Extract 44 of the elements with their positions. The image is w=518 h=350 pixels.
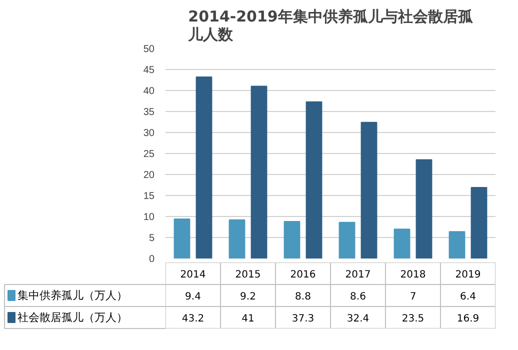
x-tick-label: 2014 [180, 270, 206, 280]
data-label: 37.3 [292, 314, 314, 324]
y-tick-label: 35 [143, 107, 155, 118]
y-tick-label: 20 [143, 170, 155, 181]
bar [338, 222, 356, 258]
data-label: 8.6 [350, 292, 366, 302]
legend-label: 集中供养孤儿（万人） [18, 289, 128, 302]
bar [448, 231, 466, 258]
chart-title: 2014-2019年集中供养孤儿与社会散居孤儿人数 [187, 8, 474, 44]
x-tick-label: 2016 [290, 270, 316, 280]
bar [284, 221, 300, 258]
bar [306, 101, 322, 258]
data-label: 9.2 [240, 292, 256, 302]
data-label: 7 [410, 292, 416, 302]
bar [394, 228, 410, 258]
y-tick-label: 5 [148, 233, 155, 244]
y-tick-label: 40 [143, 86, 155, 97]
y-tick-label: 15 [143, 191, 155, 202]
y-tick-label: 45 [143, 65, 155, 76]
bar [174, 218, 190, 258]
data-label: 43.2 [182, 314, 204, 324]
data-label: 9.4 [185, 292, 201, 302]
bar [416, 159, 432, 258]
bar [250, 86, 268, 258]
x-tick-label: 2018 [400, 270, 426, 280]
bar [470, 187, 488, 258]
x-tick-label: 2017 [345, 270, 371, 280]
bar [360, 122, 378, 258]
y-tick-label: 30 [143, 128, 155, 139]
data-label: 16.9 [456, 314, 480, 324]
bar [196, 76, 212, 258]
data-label: 23.5 [402, 314, 424, 324]
data-label: 41 [242, 314, 254, 324]
data-label: 8.8 [295, 292, 311, 302]
legend-label: 社会散居孤儿（万人） [18, 311, 128, 324]
x-tick-label: 2019 [455, 270, 481, 280]
y-tick-label: 10 [143, 212, 155, 223]
y-tick-label: 0 [148, 254, 155, 265]
data-label: 32.4 [346, 314, 370, 324]
data-label: 6.4 [460, 292, 476, 302]
bar [228, 219, 246, 258]
y-tick-label: 50 [143, 44, 155, 55]
x-tick-label: 2015 [235, 270, 261, 280]
y-tick-label: 25 [143, 149, 155, 160]
